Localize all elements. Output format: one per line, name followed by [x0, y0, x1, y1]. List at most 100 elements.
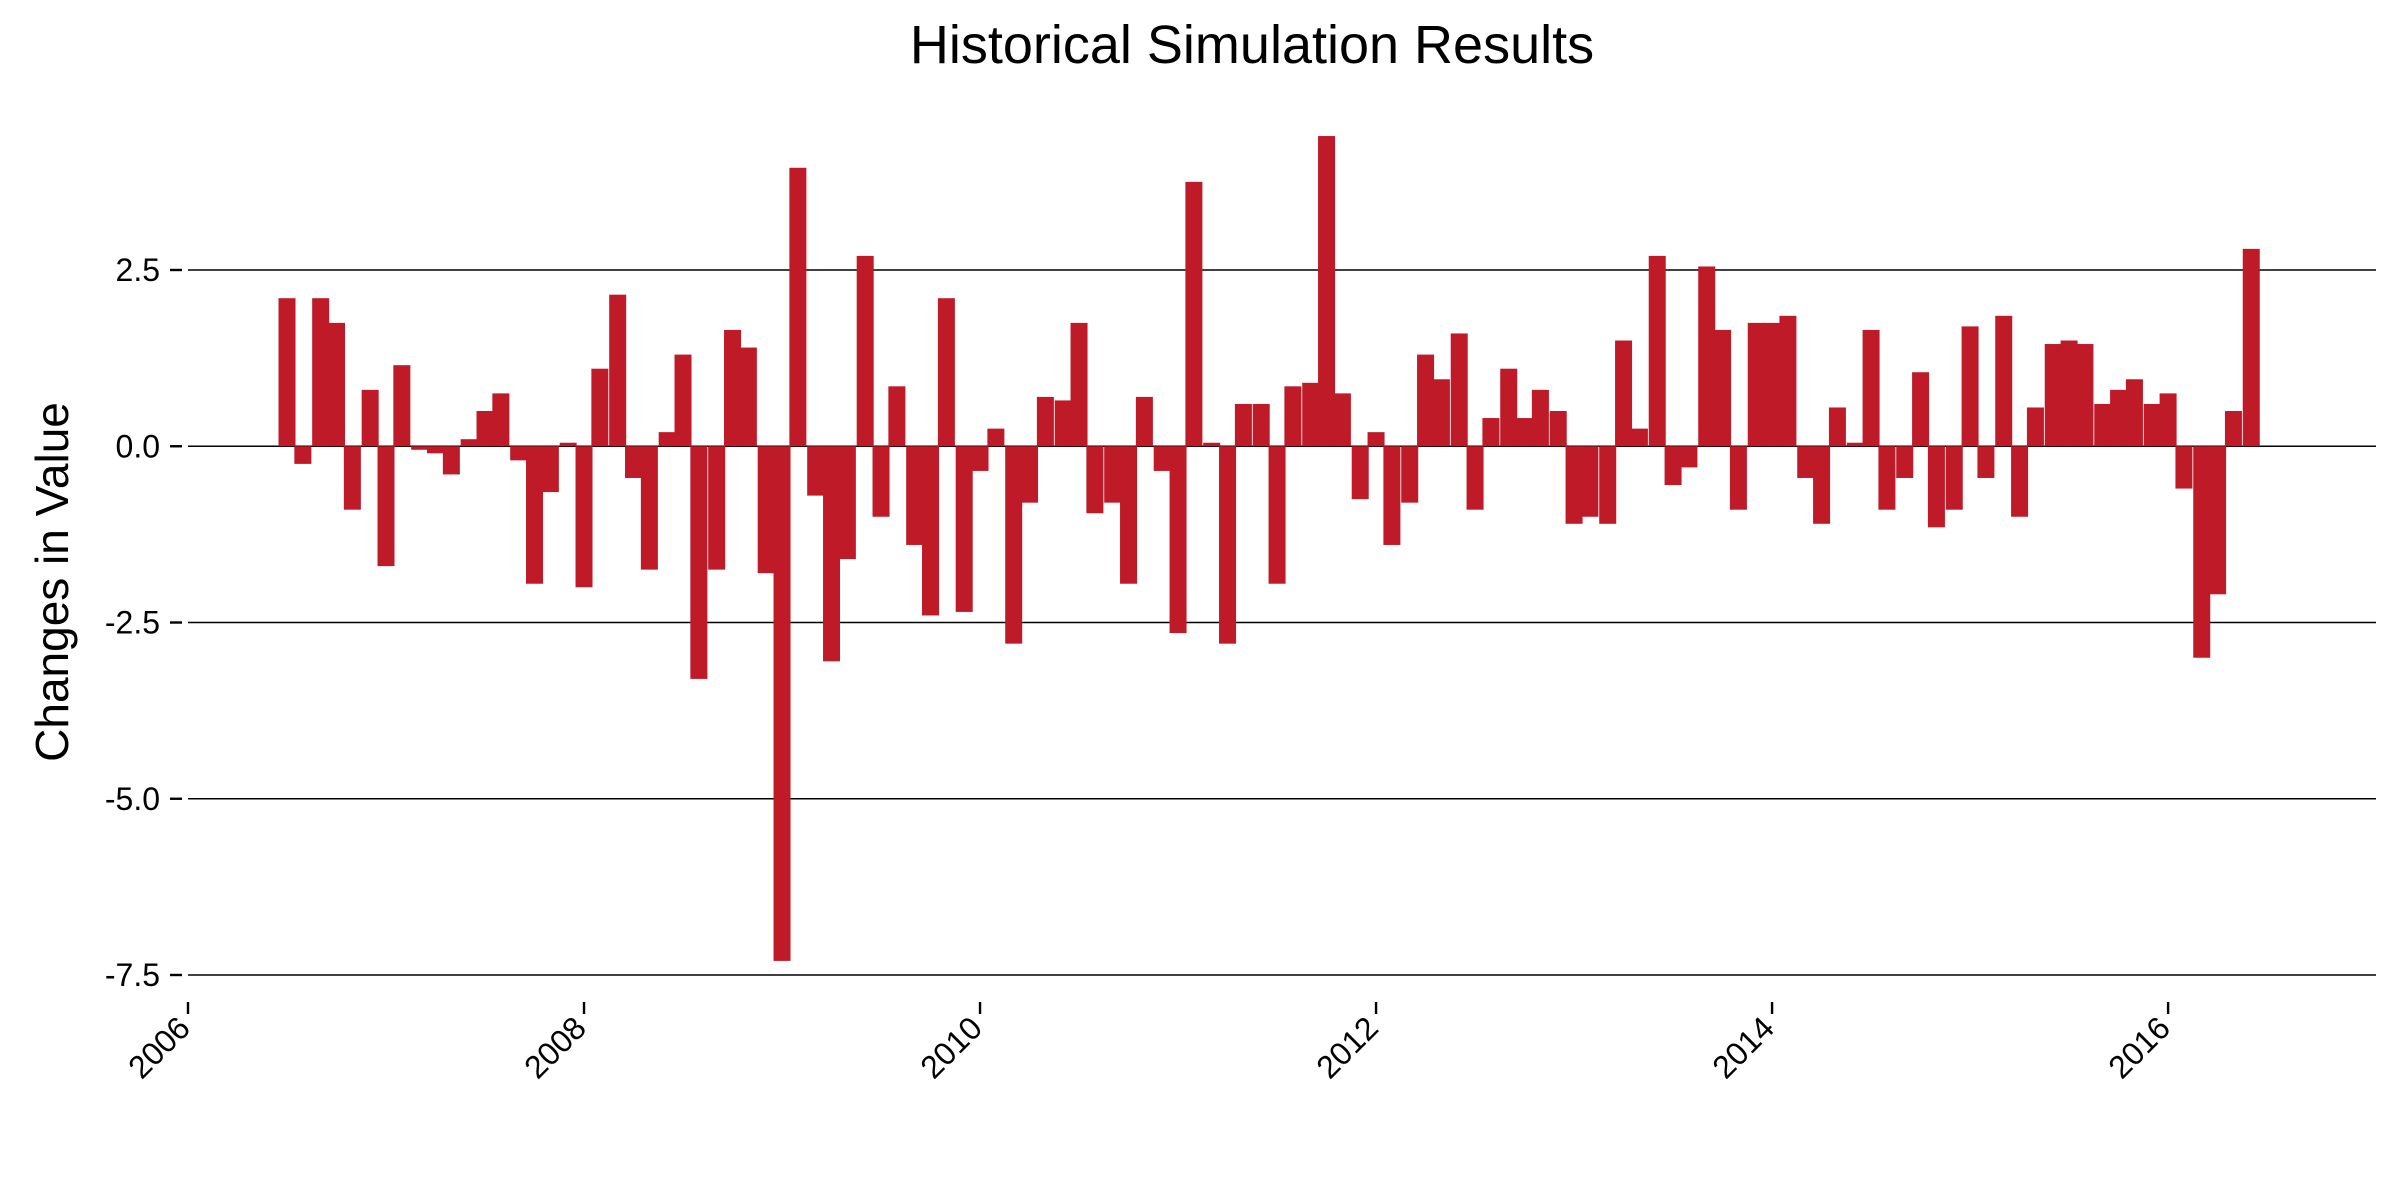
bar	[658, 432, 676, 447]
bar	[2159, 393, 2177, 447]
bar	[1021, 446, 1039, 503]
bar	[1599, 446, 1617, 524]
bar	[1763, 322, 1781, 447]
bar	[1961, 326, 1979, 447]
bar	[739, 347, 757, 447]
bar	[1318, 136, 1336, 447]
bar	[1500, 368, 1518, 447]
bar	[343, 446, 361, 510]
bar	[1912, 372, 1930, 447]
bar	[1615, 340, 1633, 447]
bar	[1828, 407, 1846, 447]
bar	[807, 446, 825, 496]
y-axis: 2.5 0.0 -2.5 -5.0 -7.5	[105, 252, 182, 993]
bar	[1664, 446, 1682, 486]
bar	[393, 365, 411, 447]
bar	[987, 428, 1005, 447]
bar	[2094, 403, 2112, 447]
bar	[1086, 446, 1104, 514]
bar	[1977, 446, 1995, 478]
bar	[1945, 446, 1963, 510]
bar	[937, 298, 955, 447]
y-tick-label: -2.5	[105, 605, 160, 641]
bar	[575, 446, 593, 588]
bar	[640, 446, 658, 570]
bar	[460, 439, 478, 447]
bar	[2026, 407, 2044, 447]
bar	[823, 446, 841, 662]
bar	[1565, 446, 1583, 524]
bar	[1779, 315, 1797, 447]
bar	[674, 354, 692, 447]
bar	[1450, 333, 1468, 447]
bar	[2143, 403, 2161, 447]
bar	[1846, 442, 1864, 447]
bar	[1466, 446, 1484, 510]
bar	[411, 446, 429, 450]
y-tick-label: 2.5	[116, 252, 160, 288]
bar	[690, 446, 708, 679]
bar	[1729, 446, 1747, 510]
bar	[1401, 446, 1419, 503]
bar	[1203, 442, 1221, 447]
bar	[1862, 329, 1880, 447]
bar	[294, 446, 312, 464]
y-tick-label: -7.5	[105, 957, 160, 993]
bar	[1648, 255, 1666, 447]
bar	[1333, 393, 1351, 447]
bar	[1185, 181, 1203, 447]
bar	[1878, 446, 1896, 510]
x-tick-label: 2006	[121, 1009, 197, 1085]
x-tick-label: 2008	[517, 1009, 593, 1085]
bar	[1219, 446, 1237, 644]
chart-title: Historical Simulation Results	[910, 15, 1594, 75]
bar	[2076, 344, 2094, 447]
bar	[872, 446, 890, 517]
bar	[1120, 446, 1138, 584]
bar	[377, 446, 395, 567]
x-tick-label: 2014	[1705, 1009, 1781, 1085]
bars	[278, 136, 2260, 961]
bar	[1432, 379, 1450, 447]
bar	[1268, 446, 1286, 584]
bar	[312, 298, 330, 447]
bar	[1252, 403, 1270, 447]
bar	[625, 446, 643, 478]
bar	[1234, 403, 1252, 447]
y-tick-label: 0.0	[116, 428, 160, 464]
bar	[1302, 382, 1320, 447]
bar	[1135, 396, 1153, 447]
bar	[2193, 446, 2211, 658]
bar	[1005, 446, 1023, 644]
bar	[609, 294, 627, 447]
bar	[442, 446, 460, 475]
bar	[2242, 248, 2260, 447]
bar	[2209, 446, 2227, 595]
bar	[2060, 340, 2078, 447]
bar	[1070, 322, 1088, 447]
bar	[1680, 446, 1698, 468]
bar	[1813, 446, 1831, 524]
bar	[1531, 389, 1549, 447]
bar	[1482, 418, 1500, 447]
bar	[361, 389, 379, 447]
bar	[1054, 400, 1072, 447]
bar	[1036, 396, 1054, 447]
bar	[1417, 354, 1435, 447]
bar	[526, 446, 544, 584]
bar	[1698, 266, 1716, 447]
bar	[510, 446, 528, 461]
bar	[1351, 446, 1369, 500]
bar	[955, 446, 973, 612]
bar	[1797, 446, 1815, 478]
x-axis: 2006 2008 2010 2012 2014 2016	[121, 1002, 2177, 1085]
bar	[492, 393, 510, 447]
bar	[1516, 418, 1534, 447]
bar	[922, 446, 940, 616]
x-tick-label: 2012	[1309, 1009, 1385, 1085]
bar	[2044, 344, 2062, 447]
bar	[1714, 329, 1732, 447]
bar	[1581, 446, 1599, 517]
bar	[1995, 315, 2013, 447]
